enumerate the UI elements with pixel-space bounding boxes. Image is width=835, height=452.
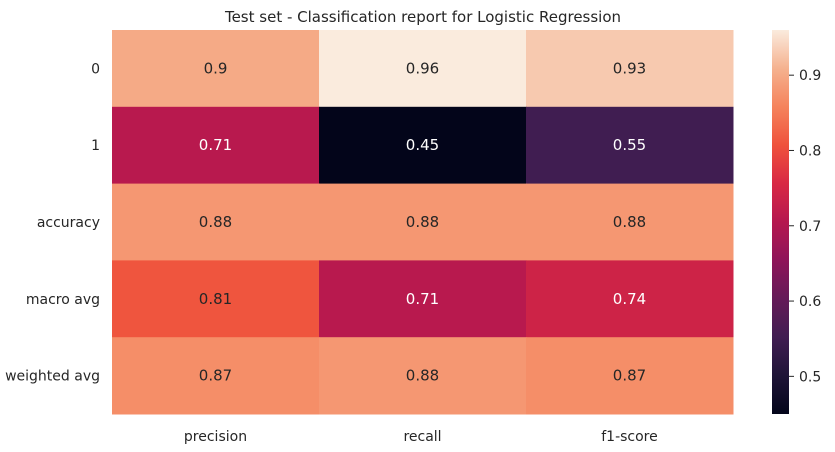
heatmap-cell <box>526 183 734 261</box>
colorbar-gradient <box>772 30 789 414</box>
cell-value-label: 0.71 <box>199 136 232 154</box>
heatmap-cells <box>112 30 734 415</box>
colorbar-tick-label: 0.6 <box>799 294 821 310</box>
column-label: precision <box>184 429 247 445</box>
cell-value-label: 0.88 <box>406 367 439 385</box>
colorbar-tick-label: 0.8 <box>799 143 821 159</box>
heatmap-cell <box>319 106 527 185</box>
cell-value-label: 0.88 <box>406 213 439 231</box>
cell-value-label: 0.71 <box>406 290 439 308</box>
cell-value-label: 0.96 <box>406 59 439 77</box>
heatmap-cell <box>526 30 734 108</box>
heatmap-cell <box>112 183 320 261</box>
cell-value-label: 0.81 <box>199 290 232 308</box>
heatmap-cell <box>112 106 320 185</box>
row-label: 1 <box>91 138 100 154</box>
row-axis-labels: 0 1 accuracy macro avg weighted avg <box>5 61 100 384</box>
colorbar-tick-label: 0.7 <box>799 219 821 235</box>
cell-value-label: 0.87 <box>613 367 646 385</box>
heatmap-cell <box>319 183 527 261</box>
chart-title: Test set - Classification report for Log… <box>224 8 621 26</box>
column-label: f1-score <box>601 429 658 445</box>
cell-value-label: 0.87 <box>199 367 232 385</box>
column-label: recall <box>403 429 441 445</box>
heatmap-cell <box>319 337 527 415</box>
colorbar-tick-label: 0.5 <box>799 369 821 385</box>
row-label: accuracy <box>37 215 100 231</box>
cell-value-label: 0.55 <box>613 136 646 154</box>
colorbar <box>772 30 789 414</box>
colorbar-ticks: 0.5 0.6 0.7 0.8 0.9 <box>789 68 821 385</box>
heatmap-cell-labels: 0.9 0.96 0.93 0.71 0.45 0.55 0.88 0.88 0.88 0.81 0… <box>199 59 646 384</box>
heatmap-cell <box>319 260 527 338</box>
cell-value-label: 0.93 <box>613 59 646 77</box>
heatmap-cell <box>112 260 320 338</box>
colorbar-tick-label: 0.9 <box>799 68 821 84</box>
row-label: weighted avg <box>5 369 100 385</box>
heatmap-cell <box>526 106 734 185</box>
heatmap-cell <box>526 260 734 338</box>
row-label: 0 <box>91 61 100 77</box>
heatmap-cell <box>112 30 320 108</box>
heatmap-cell <box>526 337 734 415</box>
heatmap-cell <box>319 30 527 108</box>
row-label: macro avg <box>26 292 100 308</box>
column-axis-labels: precision recall f1-score <box>184 429 658 445</box>
cell-value-label: 0.45 <box>406 136 439 154</box>
cell-value-label: 0.74 <box>613 290 646 308</box>
cell-value-label: 0.9 <box>204 59 228 77</box>
cell-value-label: 0.88 <box>199 213 232 231</box>
heatmap-cell <box>112 337 320 415</box>
cell-value-label: 0.88 <box>613 213 646 231</box>
